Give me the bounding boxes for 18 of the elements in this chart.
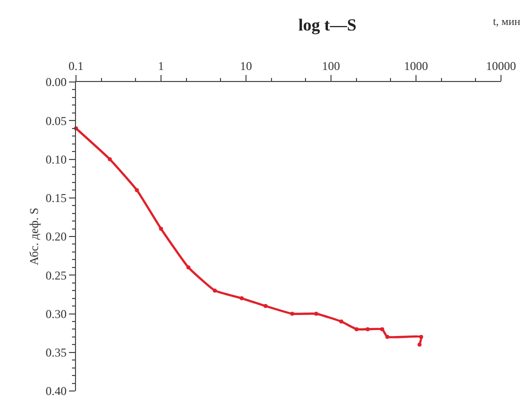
y-tick-label: 0.35	[46, 346, 67, 360]
x-axis-title: t, мин	[493, 16, 520, 28]
x-tick-label: 1000	[404, 59, 428, 74]
x-tick-label: 100	[322, 59, 340, 74]
y-tick-label: 0.10	[46, 152, 67, 166]
x-tick-label: 10000	[486, 59, 516, 74]
y-tick-label: 0.40	[46, 384, 67, 398]
y-tick-label: 0.05	[46, 114, 67, 128]
y-axis-title: Абс. деф. S	[26, 208, 41, 266]
chart-title: log t—S	[298, 15, 356, 34]
y-tick-label: 0.20	[46, 230, 67, 244]
x-tick-label: 1	[158, 59, 164, 74]
y-tick-label: 0.25	[46, 268, 67, 282]
x-tick-label: 0.1	[68, 59, 84, 74]
y-tick-label: 0.30	[46, 306, 67, 321]
y-tick-label: 0.15	[46, 191, 67, 206]
x-tick-label: 10	[240, 59, 252, 74]
y-tick-label: 0.00	[46, 75, 67, 90]
